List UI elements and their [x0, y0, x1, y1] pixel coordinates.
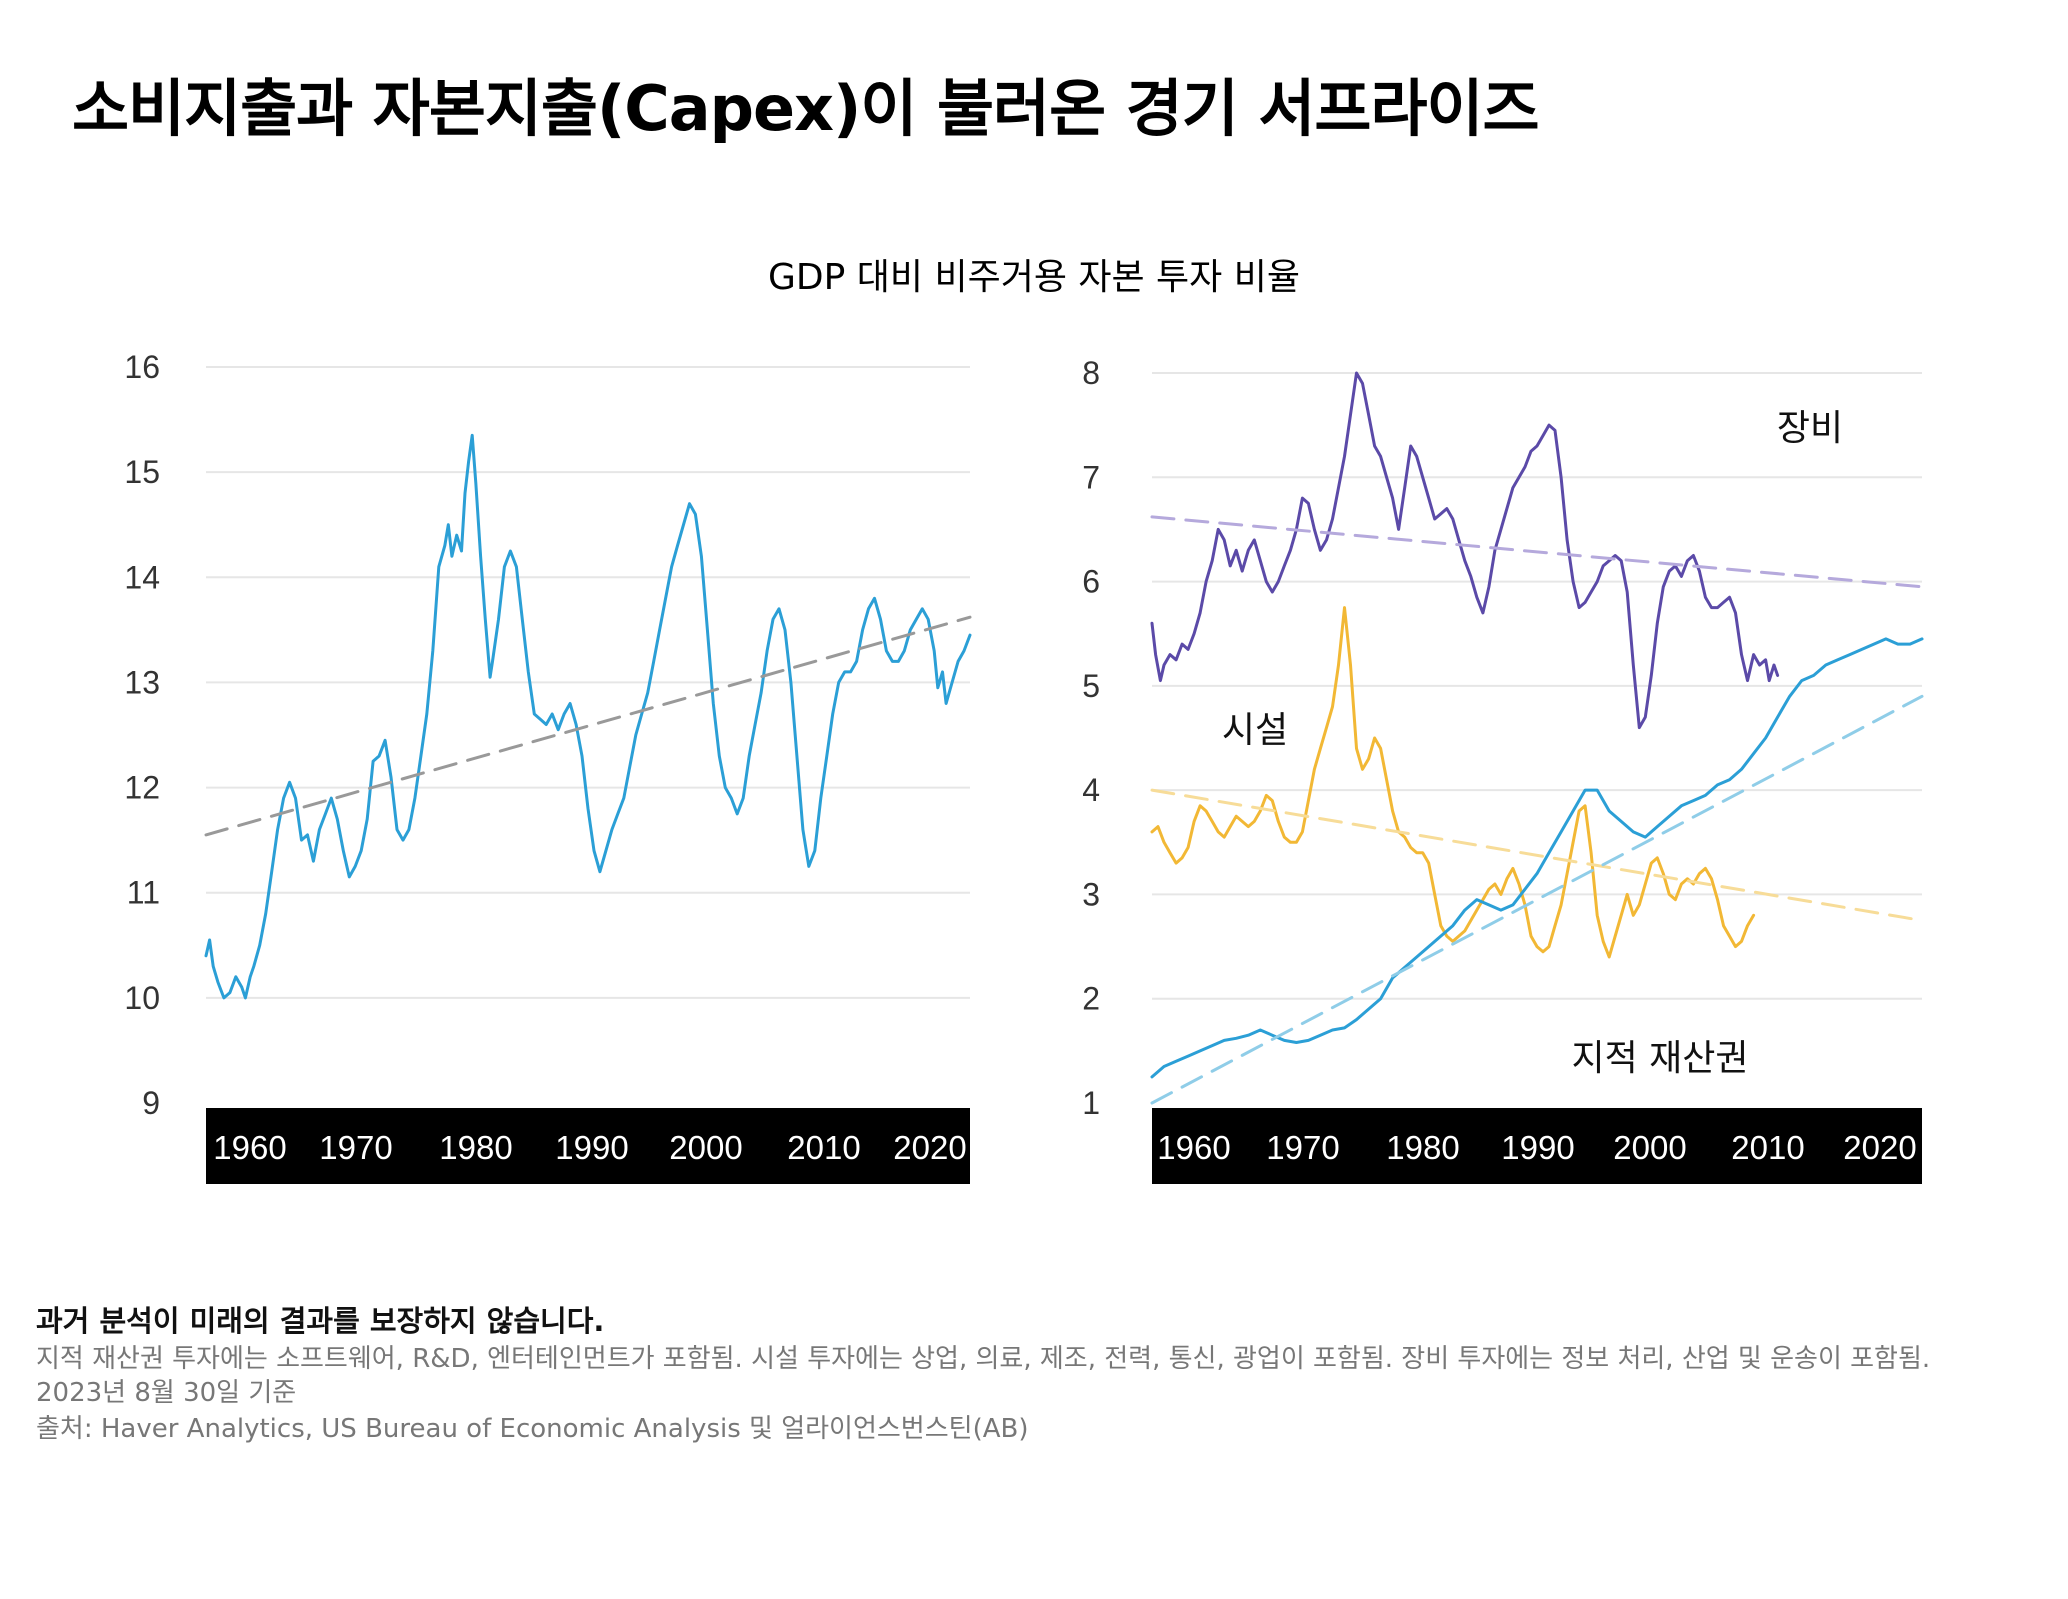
x-tick-label: 2000	[1613, 1129, 1686, 1166]
page-title: 소비지출과 자본지출(Capex)이 불러온 경기 서프라이즈	[72, 72, 1540, 145]
x-axis-band	[1152, 1108, 1922, 1184]
y-tick-label: 11	[127, 875, 160, 911]
series-label: 지적 재산권	[1571, 1038, 1748, 1079]
x-tick-label: 1980	[439, 1129, 512, 1166]
series-label: 장비	[1777, 408, 1843, 449]
x-tick-label: 2010	[1731, 1129, 1804, 1166]
y-tick-label: 5	[1082, 668, 1100, 704]
y-tick-label: 14	[124, 559, 160, 595]
y-tick-label: 7	[1082, 459, 1100, 495]
x-tick-label: 1980	[1386, 1129, 1459, 1166]
chart-title: GDP 대비 비주거용 자본 투자 비율	[768, 257, 1300, 298]
x-tick-label: 1990	[555, 1129, 628, 1166]
series-line	[1150, 606, 1756, 959]
as-of-date: 2023년 8월 30일 기준	[36, 1378, 297, 1408]
y-tick-label: 13	[124, 664, 160, 700]
y-tick-label: 12	[124, 770, 160, 806]
y-tick-label: 9	[142, 1085, 160, 1121]
footnote: 지적 재산권 투자에는 소프트웨어, R&D, 엔터테인먼트가 포함됨. 시설 …	[36, 1344, 1931, 1374]
trend-line	[1150, 515, 1924, 589]
y-tick-label: 15	[124, 454, 160, 490]
disclaimer: 과거 분석이 미래의 결과를 보장하지 않습니다.	[36, 1304, 605, 1338]
series-label: 시설	[1222, 710, 1288, 751]
trend-line	[1150, 788, 1924, 922]
source-note: 출처: Haver Analytics, US Bureau of Econom…	[36, 1414, 1029, 1444]
x-tick-label: 2020	[893, 1129, 966, 1166]
y-tick-label: 8	[1082, 355, 1100, 391]
y-tick-label: 6	[1082, 564, 1100, 600]
series-line	[1150, 637, 1924, 1079]
y-tick-label: 16	[124, 349, 160, 385]
x-tick-label: 1990	[1501, 1129, 1574, 1166]
x-tick-label: 1970	[1266, 1129, 1339, 1166]
x-tick-label: 1960	[213, 1129, 286, 1166]
x-tick-label: 1960	[1157, 1129, 1230, 1166]
x-tick-label: 1970	[319, 1129, 392, 1166]
y-tick-label: 1	[1082, 1085, 1100, 1121]
x-tick-label: 2010	[787, 1129, 860, 1166]
y-tick-label: 10	[124, 980, 160, 1016]
x-axis-band	[206, 1108, 970, 1184]
trend-line	[204, 615, 972, 837]
trend-line	[1150, 694, 1924, 1105]
x-tick-label: 2020	[1843, 1129, 1916, 1166]
x-tick-label: 2000	[669, 1129, 742, 1166]
series-line	[1150, 371, 1780, 730]
y-tick-label: 4	[1082, 772, 1100, 808]
y-tick-label: 3	[1082, 876, 1100, 912]
y-tick-label: 2	[1082, 981, 1100, 1017]
series-line	[204, 433, 972, 1000]
